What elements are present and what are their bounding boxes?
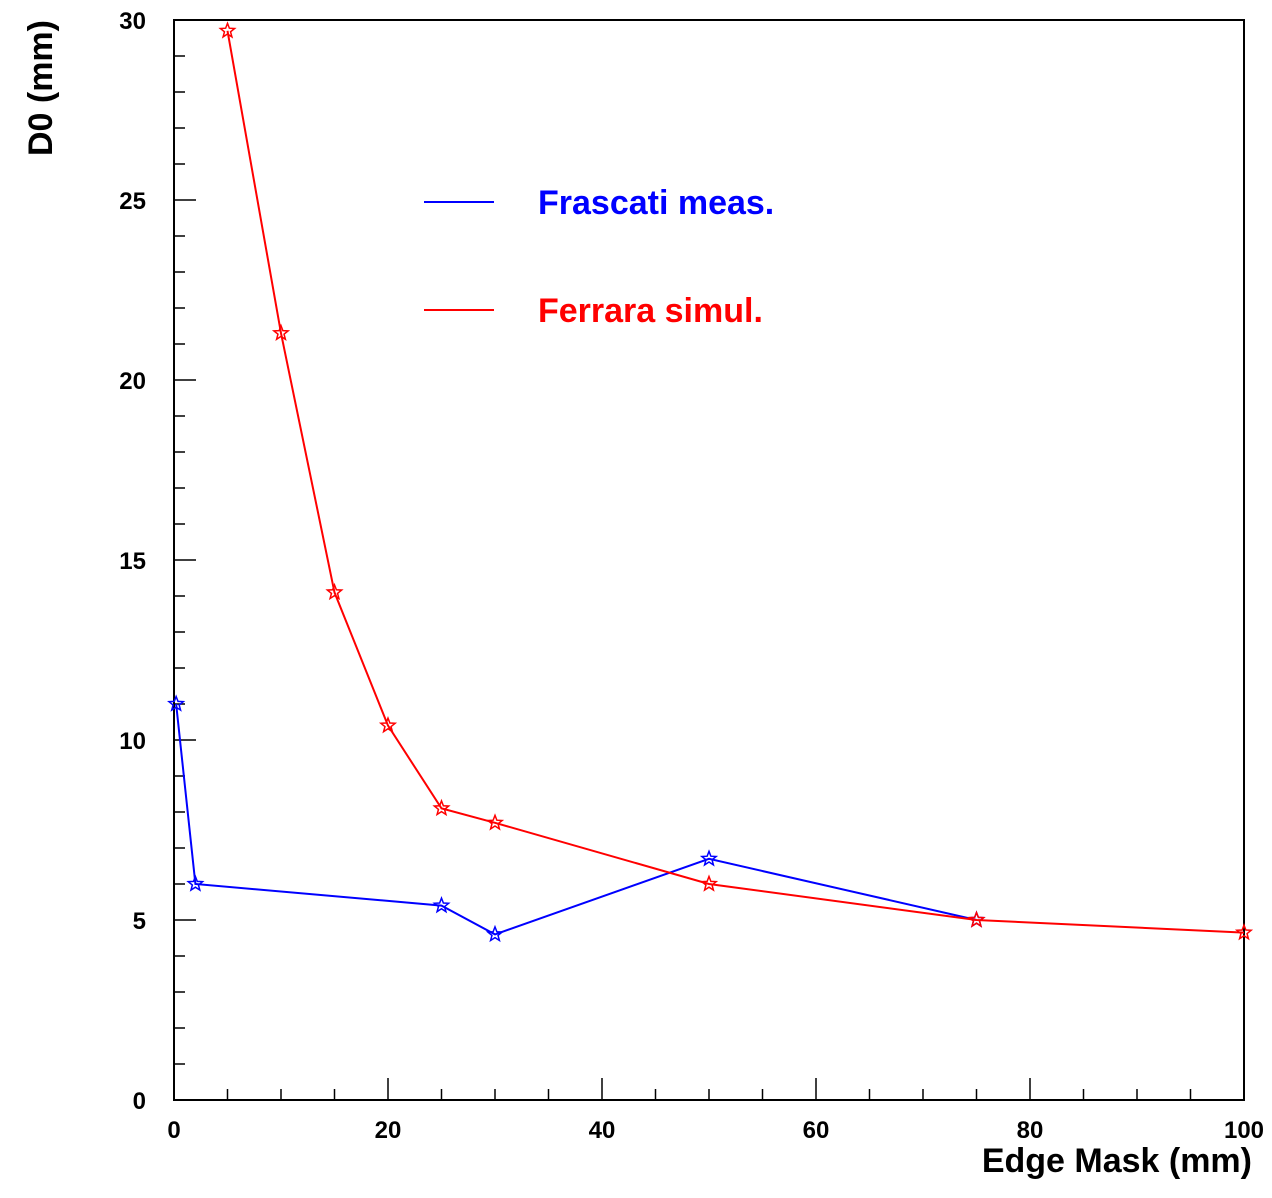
data-point-star <box>325 582 344 601</box>
x-tick-label: 60 <box>803 1117 830 1144</box>
plot-frame <box>173 19 1245 1101</box>
y-tick-label: 20 <box>119 368 146 395</box>
data-point-star <box>699 849 719 867</box>
y-tick-label: 0 <box>133 1088 146 1115</box>
x-tick-label: 40 <box>589 1117 616 1144</box>
series-line <box>226 30 1245 934</box>
y-axis-ticks: 0 5 10 15 20 25 30 <box>119 8 196 1115</box>
x-axis-title: Edge Mask (mm) <box>982 1142 1252 1180</box>
data-point-star <box>186 874 205 892</box>
legend: Frascati meas. Ferrara simul. <box>424 184 774 330</box>
data-point-star <box>485 924 505 943</box>
data-point-star <box>378 716 398 734</box>
x-tick-label: 0 <box>167 1117 180 1144</box>
y-tick-label: 5 <box>133 908 146 935</box>
series-1 <box>218 21 1254 941</box>
data-point-star <box>167 694 186 712</box>
y-tick-label: 10 <box>119 728 146 755</box>
data-point-star <box>1234 923 1254 941</box>
series-line <box>175 703 977 936</box>
x-tick-label: 100 <box>1224 1117 1264 1144</box>
plot-border <box>173 19 1245 1101</box>
y-tick-label: 25 <box>119 188 146 215</box>
data-point-star <box>218 21 237 39</box>
legend-label-frascati: Frascati meas. <box>538 184 774 222</box>
data-point-star <box>485 813 505 831</box>
y-tick-label: 30 <box>119 8 146 35</box>
data-point-star <box>967 910 986 928</box>
y-axis-title: D0 (mm) <box>22 20 60 156</box>
y-tick-label: 15 <box>119 548 146 575</box>
x-tick-label: 20 <box>375 1117 402 1144</box>
data-point-star <box>432 896 451 914</box>
legend-label-ferrara: Ferrara simul. <box>538 292 763 330</box>
x-axis-ticks: 0 20 40 60 80 100 <box>167 1078 1264 1144</box>
data-point-star <box>699 874 719 892</box>
data-point-star <box>271 323 291 341</box>
x-tick-label: 80 <box>1017 1117 1044 1144</box>
series-layer <box>167 21 1254 943</box>
data-point-star <box>432 798 451 817</box>
